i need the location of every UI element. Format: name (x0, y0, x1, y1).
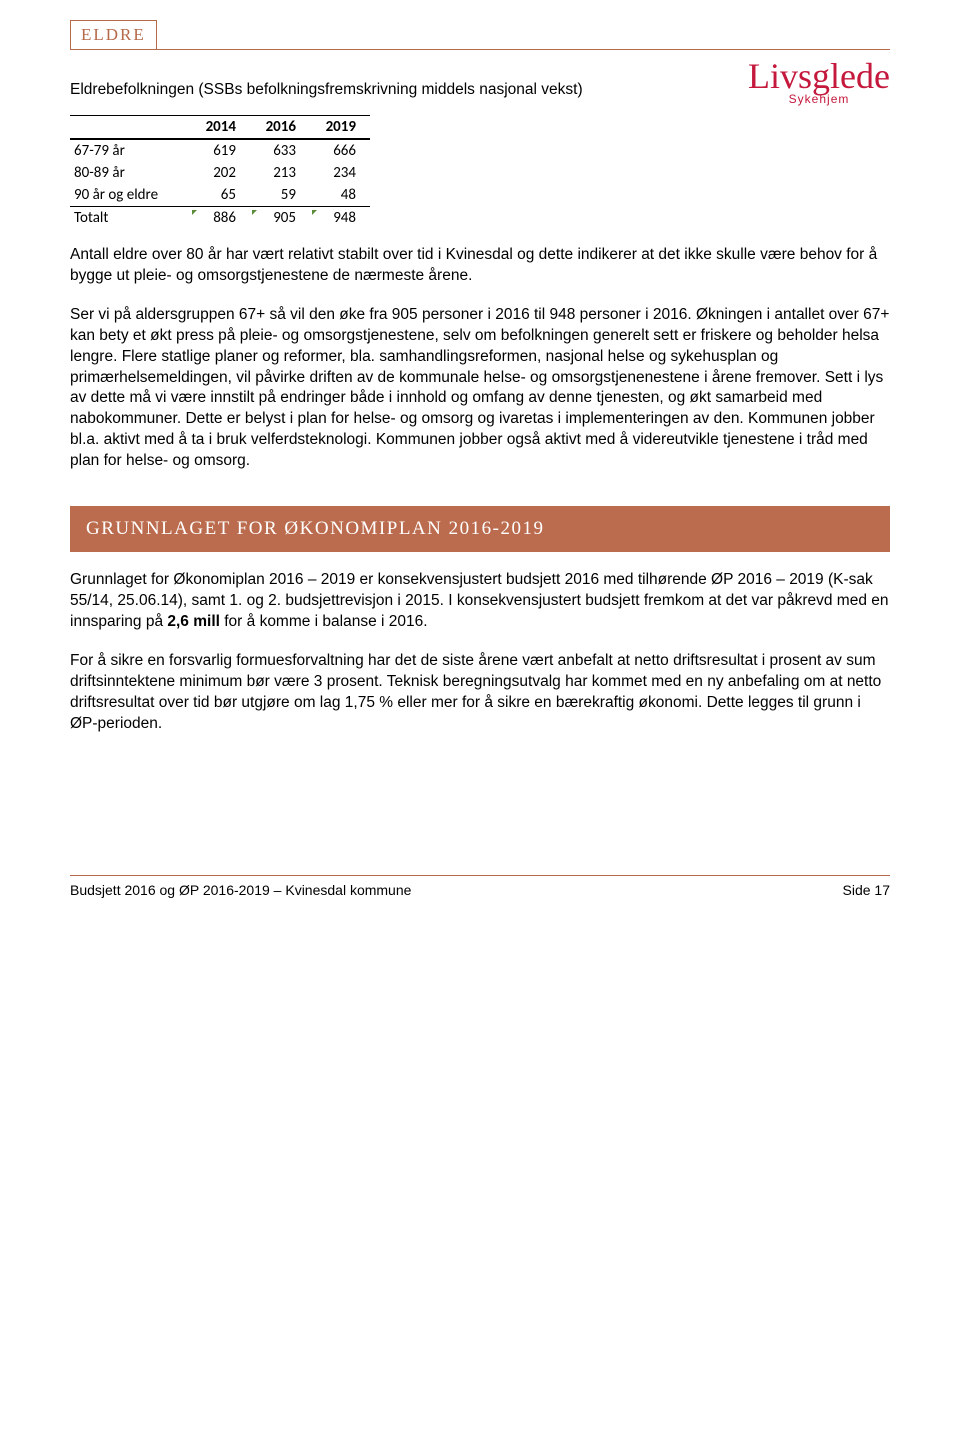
table-cell: 666 (310, 139, 370, 162)
table-cell: 633 (250, 139, 310, 162)
body-paragraph: For å sikre en forsvarlig formuesforvalt… (70, 651, 890, 735)
table-cell: 905 (250, 206, 310, 229)
table-cell: 65 (190, 184, 250, 207)
intro-paragraph: Eldrebefolkningen (SSBs befolkningsfrems… (70, 80, 590, 101)
text-span: for å komme i balanse i 2016. (220, 613, 428, 630)
logo: Livsglede Sykehjem (748, 60, 890, 106)
footer-right: Side 17 (843, 882, 890, 898)
page-footer: Budsjett 2016 og ØP 2016-2019 – Kvinesda… (70, 875, 890, 898)
bold-text: 2,6 mill (167, 613, 220, 630)
table-row-total: Totalt 886 905 948 (70, 206, 370, 229)
table-header-cell (70, 115, 190, 139)
table-cell: 48 (310, 184, 370, 207)
table-cell: 67-79 år (70, 139, 190, 162)
table-row: 80-89 år 202 213 234 (70, 162, 370, 184)
footer-left: Budsjett 2016 og ØP 2016-2019 – Kvinesda… (70, 882, 411, 898)
table-row: 90 år og eldre 65 59 48 (70, 184, 370, 207)
table-header-row: 2014 2016 2019 (70, 115, 370, 139)
table-cell: 90 år og eldre (70, 184, 190, 207)
body-paragraph: Grunnlaget for Økonomiplan 2016 – 2019 e… (70, 570, 890, 633)
table-header-cell: 2016 (250, 115, 310, 139)
table-cell: 202 (190, 162, 250, 184)
population-table: 2014 2016 2019 67-79 år 619 633 666 80-8… (70, 115, 370, 229)
table-cell: 886 (190, 206, 250, 229)
body-paragraph: Ser vi på aldersgruppen 67+ så vil den ø… (70, 305, 890, 472)
table-cell: 619 (190, 139, 250, 162)
section-divider (70, 49, 890, 50)
table-header-cell: 2014 (190, 115, 250, 139)
table-cell: 80-89 år (70, 162, 190, 184)
logo-script-text: Livsglede (748, 60, 890, 92)
banner-heading: GRUNNLAGET FOR ØKONOMIPLAN 2016-2019 (70, 506, 890, 552)
table-cell: 213 (250, 162, 310, 184)
table-cell: 948 (310, 206, 370, 229)
section-header: ELDRE (70, 20, 157, 49)
table-cell: 234 (310, 162, 370, 184)
body-paragraph: Antall eldre over 80 år har vært relativ… (70, 245, 890, 287)
table-cell: 59 (250, 184, 310, 207)
table-row: 67-79 år 619 633 666 (70, 139, 370, 162)
table-header-cell: 2019 (310, 115, 370, 139)
table-cell: Totalt (70, 206, 190, 229)
